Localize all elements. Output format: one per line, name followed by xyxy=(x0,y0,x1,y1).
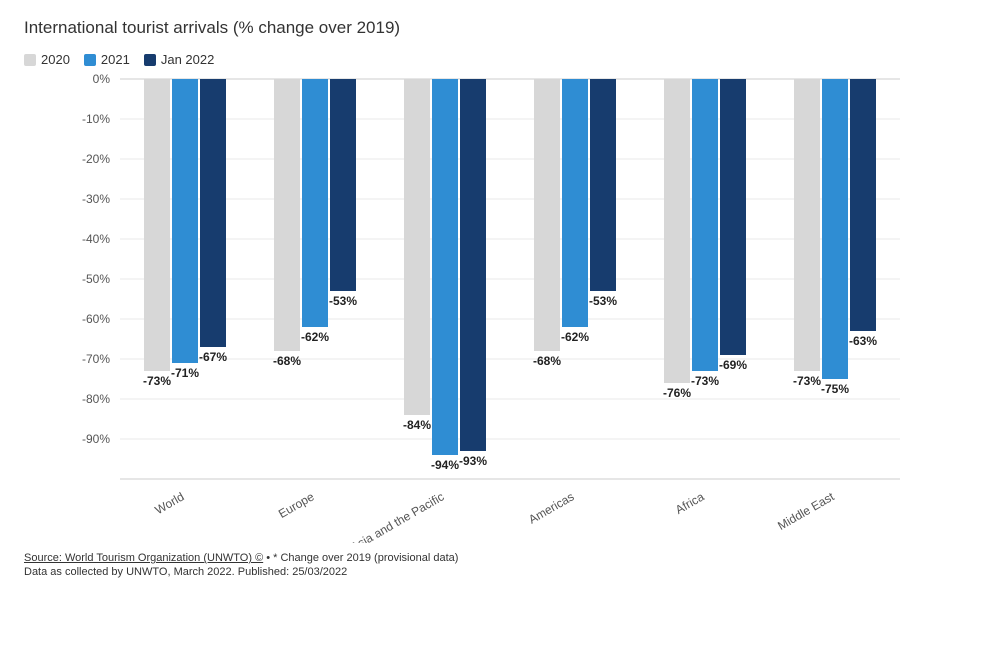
legend-item: 2020 xyxy=(24,52,70,67)
legend-label: 2020 xyxy=(41,52,70,67)
bar xyxy=(692,79,718,371)
category-label: Asia and the Pacific xyxy=(348,489,446,543)
bar xyxy=(432,79,458,455)
bar-value-label: -62% xyxy=(301,330,329,344)
bar-chart: 0% -10% -20% -30% -40% -50% -60% -70% -80% -90% -7… xyxy=(24,73,924,543)
bar-value-label: -53% xyxy=(329,294,357,308)
bar xyxy=(172,79,198,363)
bar-value-label: -94% xyxy=(431,458,459,472)
bar-value-label: -73% xyxy=(143,374,171,388)
category-label: Middle East xyxy=(775,489,837,533)
bar xyxy=(720,79,746,355)
category-label: Americas xyxy=(526,489,576,526)
bar-value-label: -68% xyxy=(533,354,561,368)
bar xyxy=(460,79,486,451)
bar xyxy=(794,79,820,371)
footer-line2: Data as collected by UNWTO, March 2022. … xyxy=(24,565,976,579)
legend-item: Jan 2022 xyxy=(144,52,215,67)
y-axis-tick-label: -60% xyxy=(82,312,110,326)
legend-swatch xyxy=(24,54,36,66)
y-axis-tick-label: -30% xyxy=(82,192,110,206)
category-label: World xyxy=(153,489,187,517)
bar xyxy=(302,79,328,327)
bar-value-label: -71% xyxy=(171,366,199,380)
y-axis-tick-label: 0% xyxy=(93,73,111,86)
bar xyxy=(330,79,356,291)
bar-value-label: -93% xyxy=(459,454,487,468)
source-suffix: • * Change over 2019 (provisional data) xyxy=(263,552,458,564)
chart-title: International tourist arrivals (% change… xyxy=(24,18,976,38)
legend: 2020 2021 Jan 2022 xyxy=(24,52,976,67)
y-axis-tick-label: -20% xyxy=(82,152,110,166)
y-axis-tick-label: -40% xyxy=(82,232,110,246)
bar xyxy=(590,79,616,291)
bar xyxy=(822,79,848,379)
category-label: Europe xyxy=(276,489,317,521)
bar xyxy=(144,79,170,371)
y-axis-tick-label: -10% xyxy=(82,112,110,126)
bar xyxy=(200,79,226,347)
legend-label: 2021 xyxy=(101,52,130,67)
bar xyxy=(850,79,876,331)
bar-value-label: -75% xyxy=(821,382,849,396)
bar-value-label: -62% xyxy=(561,330,589,344)
y-axis-tick-label: -70% xyxy=(82,352,110,366)
legend-swatch xyxy=(144,54,156,66)
bar xyxy=(534,79,560,351)
bar-value-label: -53% xyxy=(589,294,617,308)
chart-plot-area: 0% -10% -20% -30% -40% -50% -60% -70% -80% -90% -7… xyxy=(24,73,976,543)
category-label: Africa xyxy=(673,489,707,517)
legend-item: 2021 xyxy=(84,52,130,67)
chart-footer: Source: World Tourism Organization (UNWT… xyxy=(24,551,976,580)
legend-swatch xyxy=(84,54,96,66)
source-link[interactable]: Source: World Tourism Organization (UNWT… xyxy=(24,552,263,564)
y-axis-tick-label: -90% xyxy=(82,432,110,446)
bar-value-label: -84% xyxy=(403,418,431,432)
bar xyxy=(404,79,430,415)
bar-value-label: -63% xyxy=(849,334,877,348)
bar-value-label: -67% xyxy=(199,350,227,364)
y-axis-tick-label: -80% xyxy=(82,392,110,406)
bar-value-label: -68% xyxy=(273,354,301,368)
bar-value-label: -73% xyxy=(691,374,719,388)
bar-value-label: -76% xyxy=(663,386,691,400)
bar-value-label: -69% xyxy=(719,358,747,372)
legend-label: Jan 2022 xyxy=(161,52,215,67)
bar xyxy=(562,79,588,327)
bar xyxy=(274,79,300,351)
y-axis-tick-label: -50% xyxy=(82,272,110,286)
bar-value-label: -73% xyxy=(793,374,821,388)
chart-container: International tourist arrivals (% change… xyxy=(0,0,1000,654)
bar xyxy=(664,79,690,383)
